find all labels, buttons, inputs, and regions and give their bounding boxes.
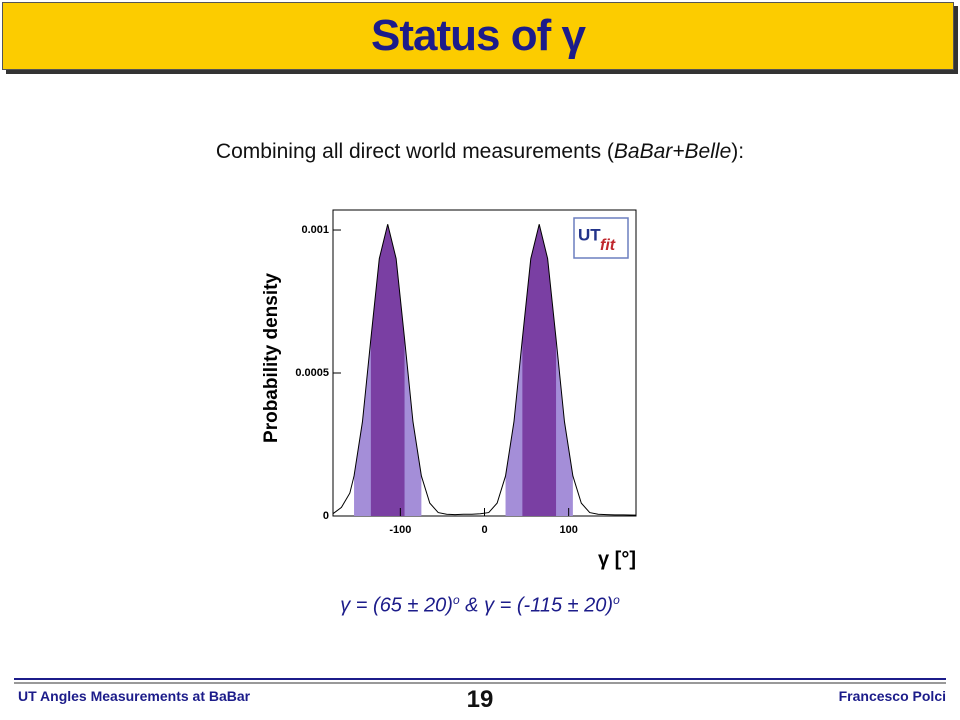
result: γ = (65 ± 20)o & γ = (-115 ± 20)o bbox=[0, 593, 960, 618]
x-tick-label: 0 bbox=[481, 524, 487, 536]
result-text: & bbox=[459, 594, 485, 617]
intro-italic: BaBar+Belle bbox=[613, 140, 732, 163]
intro: Combining all direct world measurements … bbox=[0, 140, 960, 164]
interval-band bbox=[522, 224, 557, 516]
footer-line bbox=[14, 678, 946, 680]
result-sup: o bbox=[613, 593, 620, 607]
x-axis-label: γ [°] bbox=[598, 548, 636, 570]
x-tick-label: 100 bbox=[559, 524, 577, 536]
footer-right: Francesco Polci bbox=[838, 688, 946, 704]
footer-left: UT Angles Measurements at BaBar bbox=[18, 688, 251, 704]
result-text: γ = (-115 ± 20) bbox=[484, 594, 614, 617]
footer-line bbox=[14, 682, 946, 684]
result-sup: o bbox=[452, 593, 460, 607]
result-text: γ = (65 ± 20) bbox=[340, 594, 453, 617]
logo-box bbox=[573, 217, 629, 259]
intro-text: ): bbox=[731, 140, 745, 163]
title-bar: Status of γ bbox=[2, 2, 954, 70]
intro-text: Combining all direct world measurements … bbox=[215, 140, 614, 163]
y-tick-label: 0 bbox=[323, 510, 329, 522]
x-tick-label: -100 bbox=[389, 524, 411, 536]
y-axis-label: Probability density bbox=[261, 273, 282, 443]
title: Status of γ bbox=[371, 11, 586, 60]
y-tick-label: 0.001 bbox=[301, 224, 329, 236]
logo-text: UT bbox=[578, 225, 601, 244]
y-tick-label: 0.0005 bbox=[295, 367, 329, 379]
logo-text: fit bbox=[600, 237, 616, 254]
page-number: 19 bbox=[466, 686, 494, 713]
interval-band bbox=[370, 224, 405, 516]
density-curve bbox=[332, 224, 637, 516]
